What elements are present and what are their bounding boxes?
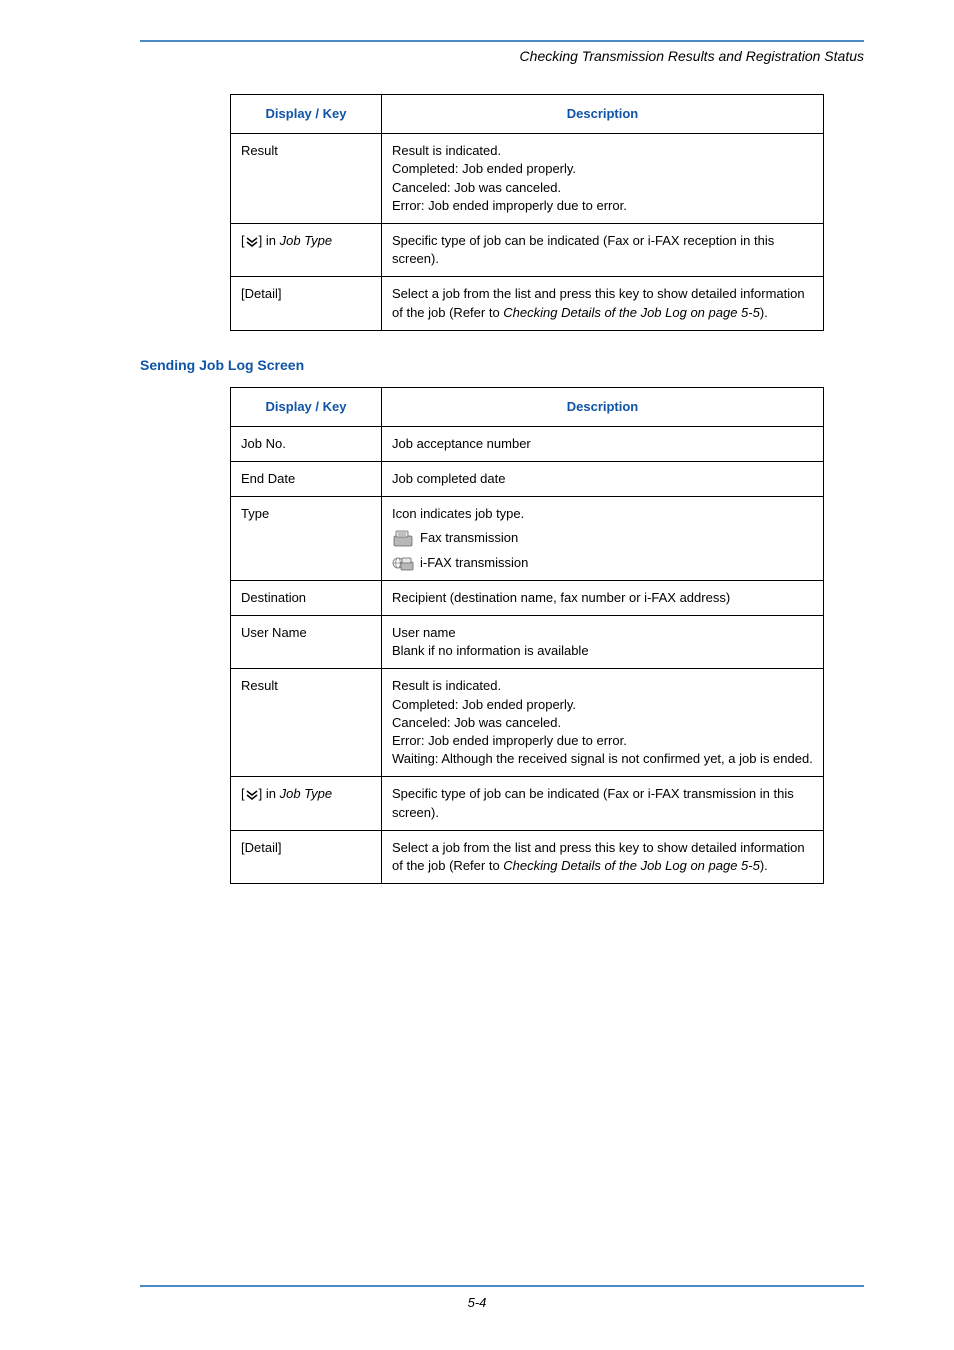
- cell-key: Type: [231, 497, 382, 581]
- table-header: Display / Key: [231, 95, 382, 134]
- desc-tail: ).: [760, 305, 768, 320]
- job-type-label: Job Type: [280, 786, 333, 801]
- cell-key: End Date: [231, 462, 382, 497]
- cell-key: Job No.: [231, 426, 382, 461]
- cell-key: [] in Job Type: [231, 223, 382, 276]
- chevron-down-icon: [245, 236, 259, 248]
- cell-key: Result: [231, 134, 382, 224]
- cell-key: Result: [231, 669, 382, 777]
- cell-key: User Name: [231, 616, 382, 669]
- table-2: Display / Key Description Job No. Job ac…: [230, 387, 824, 884]
- table-row: [] in Job Type Specific type of job can …: [231, 777, 824, 830]
- desc-ref: Checking Details of the Job Log on page …: [503, 858, 760, 873]
- cell-key: [Detail]: [231, 277, 382, 330]
- table-row: Destination Recipient (destination name,…: [231, 580, 824, 615]
- table-row: User Name User name Blank if no informat…: [231, 616, 824, 669]
- table-header: Description: [382, 387, 824, 426]
- cell-key: [] in Job Type: [231, 777, 382, 830]
- table-header-row: Display / Key Description: [231, 387, 824, 426]
- cell-key: [Detail]: [231, 830, 382, 883]
- table-header: Description: [382, 95, 824, 134]
- desc-ref: Checking Details of the Job Log on page …: [503, 305, 760, 320]
- ifax-icon-row: i-FAX transmission: [392, 554, 813, 572]
- section-heading: Sending Job Log Screen: [140, 357, 864, 373]
- table-row: [Detail] Select a job from the list and …: [231, 277, 824, 330]
- cell-key: Destination: [231, 580, 382, 615]
- ifax-icon: [392, 554, 414, 572]
- fax-icon: [392, 530, 414, 548]
- table-row: Result Result is indicated. Completed: J…: [231, 669, 824, 777]
- cell-desc: Specific type of job can be indicated (F…: [382, 777, 824, 830]
- chevron-down-icon: [245, 789, 259, 801]
- table-header-row: Display / Key Description: [231, 95, 824, 134]
- table-row: Job No. Job acceptance number: [231, 426, 824, 461]
- header-title: Checking Transmission Results and Regist…: [140, 48, 864, 64]
- table-row: [Detail] Select a job from the list and …: [231, 830, 824, 883]
- footer: 5-4: [0, 1285, 954, 1310]
- table-row: Type Icon indicates job type. Fax transm…: [231, 497, 824, 581]
- cell-desc: Select a job from the list and press thi…: [382, 830, 824, 883]
- cell-desc: Result is indicated. Completed: Job ende…: [382, 134, 824, 224]
- cell-desc: User name Blank if no information is ava…: [382, 616, 824, 669]
- bracket-close: ] in: [259, 786, 280, 801]
- table-row: Result Result is indicated. Completed: J…: [231, 134, 824, 224]
- desc-tail: ).: [760, 858, 768, 873]
- table-row: End Date Job completed date: [231, 462, 824, 497]
- ifax-label: i-FAX transmission: [420, 554, 528, 572]
- page: Checking Transmission Results and Regist…: [0, 0, 954, 1350]
- fax-icon-row: Fax transmission: [392, 529, 813, 547]
- cell-desc: Icon indicates job type. Fax transmissio…: [382, 497, 824, 581]
- cell-desc: Job completed date: [382, 462, 824, 497]
- bracket-close: ] in: [259, 233, 280, 248]
- header-rule: [140, 40, 864, 42]
- cell-desc: Result is indicated. Completed: Job ende…: [382, 669, 824, 777]
- cell-desc: Recipient (destination name, fax number …: [382, 580, 824, 615]
- table-1: Display / Key Description Result Result …: [230, 94, 824, 331]
- type-line1: Icon indicates job type.: [392, 505, 813, 523]
- fax-label: Fax transmission: [420, 529, 518, 547]
- table-header: Display / Key: [231, 387, 382, 426]
- job-type-label: Job Type: [280, 233, 333, 248]
- footer-rule: [140, 1285, 864, 1287]
- cell-desc: Job acceptance number: [382, 426, 824, 461]
- page-number: 5-4: [0, 1295, 954, 1310]
- table-row: [] in Job Type Specific type of job can …: [231, 223, 824, 276]
- cell-desc: Specific type of job can be indicated (F…: [382, 223, 824, 276]
- cell-desc: Select a job from the list and press thi…: [382, 277, 824, 330]
